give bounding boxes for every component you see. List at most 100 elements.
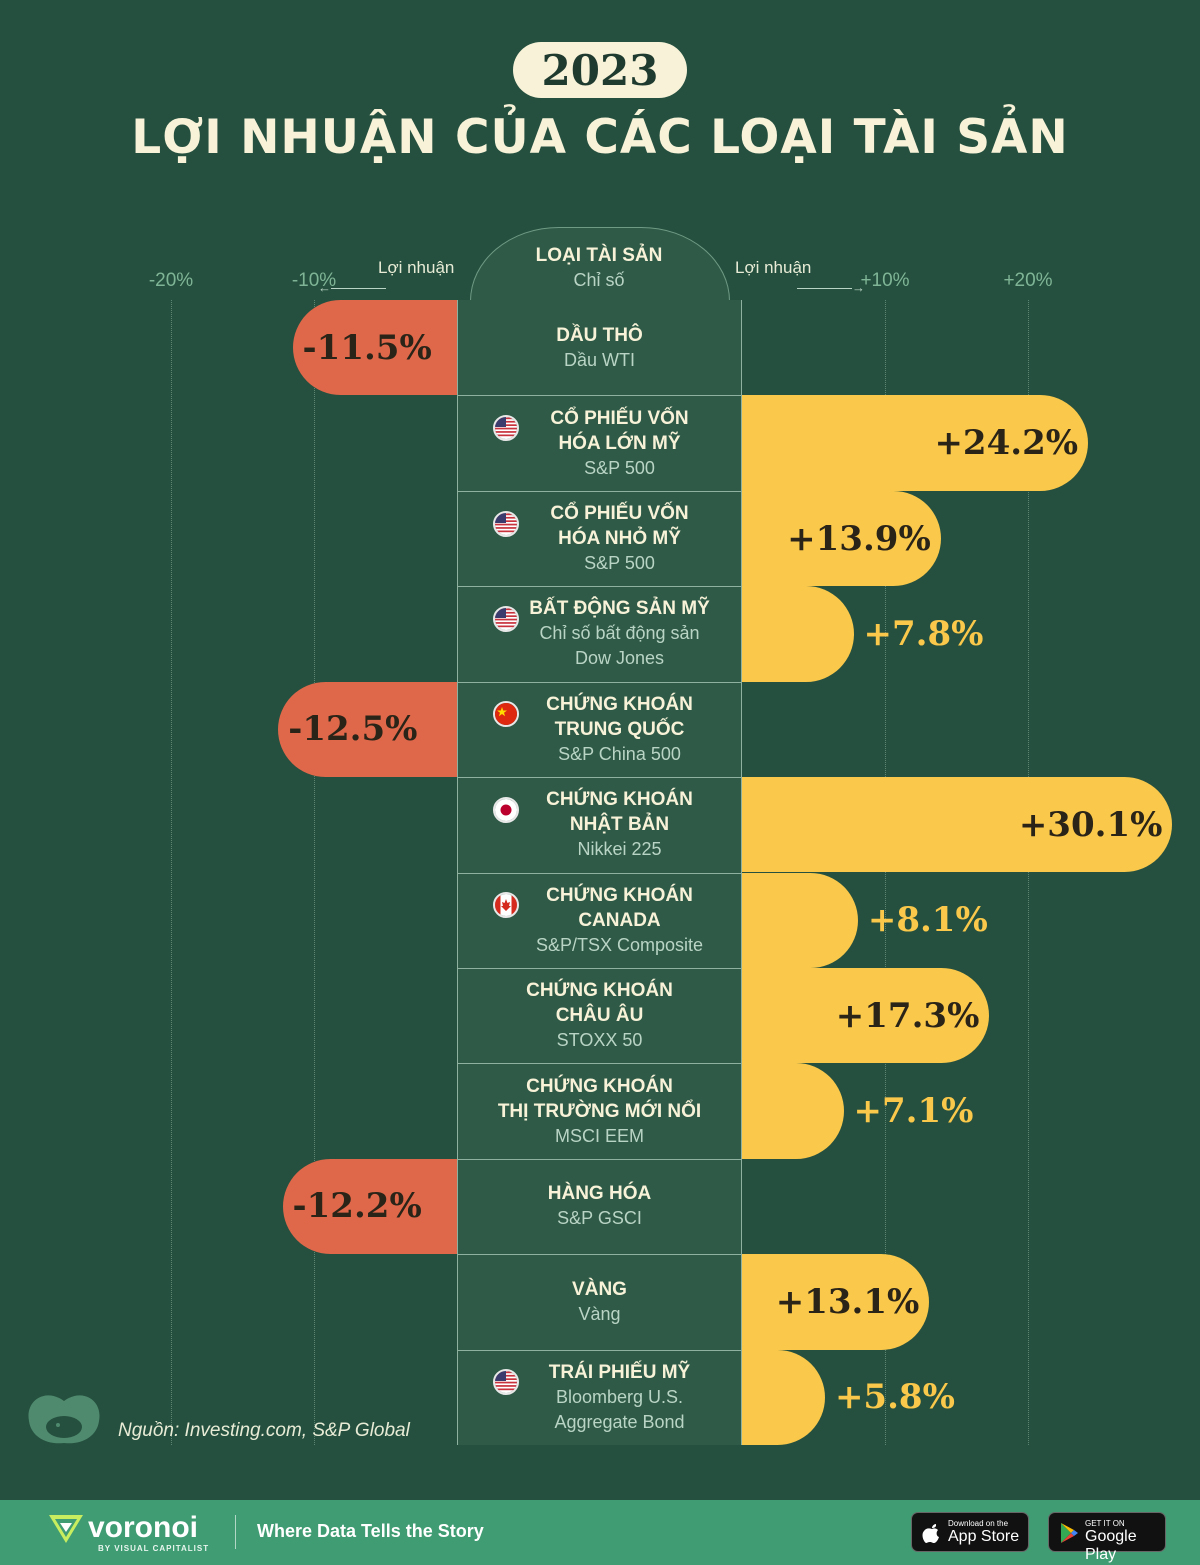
asset-row: CHỨNG KHOÁN CANADA S&P/TSX Composite xyxy=(457,873,742,968)
bar-value-label: +8.1% xyxy=(867,900,988,941)
index-name: S&P 500 xyxy=(584,457,655,478)
bar-value-label: +13.9% xyxy=(787,518,931,559)
source-note: Nguồn: Investing.com, S&P Global xyxy=(118,1420,410,1441)
index-name: Dầu WTI xyxy=(563,349,635,370)
bar-value-label: +13.1% xyxy=(775,1281,920,1322)
asset-row: CHỨNG KHOÁN TRUNG QUỐC S&P China 500 xyxy=(457,682,742,777)
index-name: S&P 500 xyxy=(584,553,655,574)
google-play-small-text: GET IT ON xyxy=(1085,1519,1125,1528)
voronoi-logo-icon xyxy=(49,1515,83,1543)
bar-value-label: +7.1% xyxy=(853,1091,974,1132)
canada-flag-icon xyxy=(493,892,519,919)
bar-value-label: +5.8% xyxy=(834,1377,955,1418)
left-axis-label: Lợi nhuận xyxy=(378,258,455,277)
column-title: LOẠI TÀI SẢN xyxy=(535,245,663,266)
asset-row: DẦU THÔ Dầu WTI xyxy=(457,300,742,395)
row-separator xyxy=(457,681,742,683)
asset-name: CHỨNG KHOÁN xyxy=(546,884,693,906)
positive-bar: +17.3% xyxy=(742,967,990,1064)
row-separator xyxy=(457,1254,742,1256)
x-tick-label: -20% xyxy=(148,270,194,291)
gridline xyxy=(1028,300,1029,1445)
asset-row: CỔ PHIẾU VỐN HÓA NHỎ MỸ S&P 500 xyxy=(457,491,742,586)
gridline xyxy=(885,300,886,1445)
asset-name: CỔ PHIẾU VỐN xyxy=(550,407,689,429)
us-flag-icon xyxy=(493,1369,519,1396)
row-separator xyxy=(457,586,742,588)
asset-name: BẤT ĐỘNG SẢN MỸ xyxy=(529,598,710,620)
asset-name: HÓA NHỎ MỸ xyxy=(558,528,681,550)
index-name: Bloomberg U.S. xyxy=(555,1386,684,1407)
us-flag-icon xyxy=(493,415,519,442)
asset-name: CHỨNG KHOÁN xyxy=(526,980,673,1002)
apple-icon xyxy=(922,1524,939,1543)
left-arrow-icon: ← xyxy=(318,280,386,295)
bar-value-label: +7.8% xyxy=(863,613,984,654)
asset-name: CANADA xyxy=(578,909,661,931)
x-tick-label: +20% xyxy=(1003,270,1053,291)
asset-row: HÀNG HÓA S&P GSCI xyxy=(457,1159,742,1254)
positive-bar: +24.2% xyxy=(742,395,1089,491)
index-name: S&P China 500 xyxy=(558,743,681,764)
positive-bar xyxy=(742,1349,825,1445)
asset-name: CHỨNG KHOÁN xyxy=(526,1075,673,1097)
index-name: S&P GSCI xyxy=(557,1208,642,1229)
asset-row: BẤT ĐỘNG SẢN MỸ Chỉ số bất động sản Dow Jo… xyxy=(457,586,742,681)
asset-name: HÓA LỚN MỸ xyxy=(558,432,681,454)
negative-bar: -12.5% xyxy=(278,681,457,778)
tagline: Where Data Tells the Story xyxy=(257,1521,484,1541)
row-separator xyxy=(457,967,742,969)
app-store-small-text: Download on the xyxy=(948,1519,1009,1528)
asset-name: CHÂU ÂU xyxy=(555,1005,644,1027)
index-name: MSCI EEM xyxy=(554,1125,644,1146)
google-play-text: Google Play xyxy=(1085,1528,1137,1563)
right-arrow-icon: → xyxy=(797,280,865,295)
row-separator xyxy=(457,777,742,779)
asset-name: HÀNG HÓA xyxy=(547,1183,652,1205)
bar-value-label: +24.2% xyxy=(934,423,1079,464)
bar-value-label-wrap: +5.8% xyxy=(835,1350,955,1445)
bar-value-label-wrap: +7.8% xyxy=(864,586,984,681)
bar-value-label: -11.5% xyxy=(302,327,432,368)
app-store-button[interactable]: Download on the App Store xyxy=(911,1512,1029,1552)
positive-bar xyxy=(742,872,858,968)
right-axis-label: Lợi nhuận xyxy=(735,258,812,277)
index-name: Dow Jones xyxy=(574,648,665,669)
asset-name: CHỨNG KHOÁN xyxy=(546,693,693,715)
x-tick-label: +10% xyxy=(860,270,910,291)
positive-bar: +13.9% xyxy=(742,490,941,587)
asset-row: VÀNG Vàng xyxy=(457,1254,742,1349)
brand-name: voronoi xyxy=(88,1511,198,1544)
positive-bar xyxy=(742,1063,844,1159)
index-name: STOXX 50 xyxy=(556,1030,643,1051)
bar-value-label: -12.2% xyxy=(292,1186,422,1227)
us-flag-icon xyxy=(493,510,519,537)
asset-row: CỔ PHIẾU VỐN HÓA LỚN MỸ S&P 500 xyxy=(457,395,742,490)
index-name: Vàng xyxy=(578,1303,621,1324)
positive-bar: +13.1% xyxy=(742,1254,930,1350)
asset-name: CỔ PHIẾU VỐN xyxy=(550,503,689,525)
row-separator xyxy=(457,872,742,874)
x-tick-label: -10% xyxy=(291,270,337,291)
row-separator xyxy=(457,1063,742,1065)
gridline xyxy=(171,300,172,1445)
negative-bar: -11.5% xyxy=(292,300,457,396)
google-play-button[interactable]: GET IT ON Google Play xyxy=(1048,1512,1166,1563)
piggy-bank-icon xyxy=(28,1395,100,1444)
row-separator xyxy=(457,1349,742,1351)
column-subtitle: Chỉ số xyxy=(573,270,625,290)
asset-name: TRUNG QUỐC xyxy=(554,718,685,740)
index-name: S&P/TSX Composite xyxy=(535,934,704,955)
google-play-icon xyxy=(1061,1523,1078,1543)
index-name: Aggregate Bond xyxy=(554,1411,685,1432)
column-header-cap xyxy=(470,227,730,301)
bar-value-label: +30.1% xyxy=(1018,804,1163,845)
japan-flag-icon xyxy=(493,796,519,823)
row-separator xyxy=(457,1158,742,1160)
app-store-text: App Store xyxy=(948,1528,1020,1545)
bar-value-label: -12.5% xyxy=(288,709,418,750)
asset-row: CHỨNG KHOÁN NHẬT BẢN Nikkei 225 xyxy=(457,777,742,872)
brand-subtitle: BY VISUAL CAPITALIST xyxy=(98,1544,210,1553)
gridline xyxy=(314,300,315,1445)
bar-value-label-wrap: +7.1% xyxy=(854,1063,974,1158)
